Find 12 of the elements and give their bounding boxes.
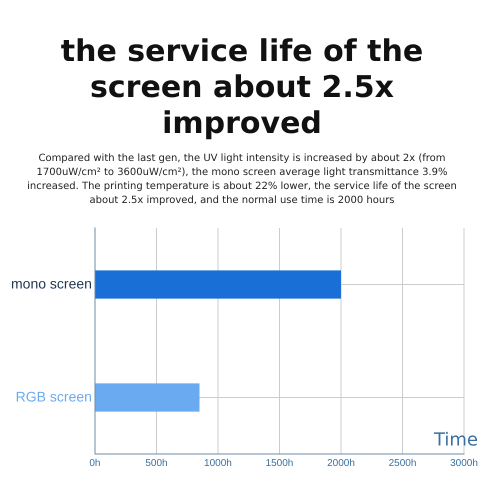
x-tick-label: 500h [145,458,168,469]
chart-subtitle: Compared with the last gen, the UV light intensity is increased by about 2x (from 1700uW/cm² to 3600uW/cm²), the mono screen average light transmittance 3.9% increased. The printing temperature is about 22% lower, the service life of the screen about 2.5x improved, and the normal use time is 2000 hours [26,152,458,208]
x-tick-label: 3000h [450,458,478,469]
x-tick-label: 1000h [204,458,232,469]
x-tick-label: 1500h [266,458,294,469]
x-tick-label: 0h [89,458,100,469]
x-tick-label: 2000h [327,458,355,469]
y-tick-label: RGB screen [16,388,92,404]
chart-title: the service life of the screen about 2.5x improved [60,34,424,142]
y-tick-label: mono screen [10,275,92,292]
x-axis-title: Time [432,430,478,451]
x-tick-label: 2500h [388,458,416,469]
